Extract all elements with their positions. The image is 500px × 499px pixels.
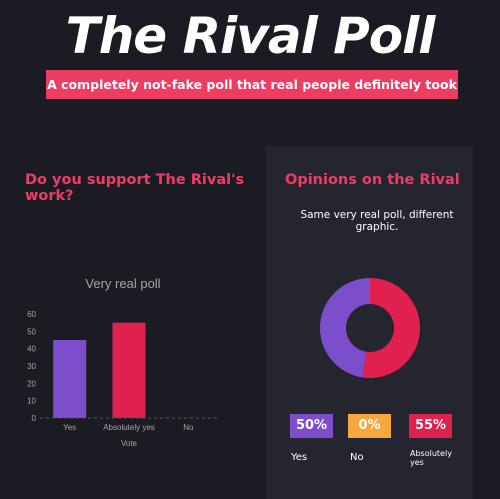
stat-no-box: 0% bbox=[348, 414, 391, 438]
right-heading: Opinions on the Rival bbox=[285, 172, 460, 188]
bar-chart-ytick: 20 bbox=[27, 379, 36, 388]
bar-chart-ytick: 30 bbox=[27, 362, 36, 371]
page-title: The Rival Poll bbox=[65, 7, 436, 65]
bar-chart-title: Very real poll bbox=[85, 276, 160, 291]
bar-chart-ytick: 50 bbox=[27, 327, 36, 336]
bar-chart-xtick: No bbox=[183, 423, 194, 432]
bar-chart: Very real poll 0 10 20 30 40 50 60 Yes Absolute… bbox=[27, 276, 218, 448]
bar-chart-ytick: 10 bbox=[27, 397, 36, 406]
page-subtitle: A completely not-fake poll that real peo… bbox=[46, 70, 458, 99]
bar-chart-ytick: 40 bbox=[27, 345, 36, 354]
stat-yes-box: 50% bbox=[290, 414, 333, 438]
left-heading: Do you support The Rival's work? bbox=[25, 172, 245, 204]
stat-absolutely-box: 55% bbox=[409, 414, 452, 438]
donut-hole bbox=[346, 304, 394, 352]
bar-chart-xtick: Yes bbox=[63, 423, 76, 432]
bar-chart-xlabel: Vote bbox=[121, 439, 138, 448]
donut-chart bbox=[320, 278, 420, 378]
stat-no-value: 0% bbox=[358, 418, 381, 433]
stat-absolutely-value: 55% bbox=[414, 418, 447, 433]
right-description: Same very real poll, different graphic. bbox=[300, 209, 454, 233]
bar-chart-ytick: 0 bbox=[32, 414, 37, 423]
stat-no-label: No bbox=[350, 452, 364, 463]
stat-yes-label: Yes bbox=[291, 452, 308, 463]
bar-chart-ytick: 60 bbox=[27, 310, 36, 319]
stat-yes-value: 50% bbox=[295, 418, 328, 433]
bar-yes bbox=[53, 340, 87, 418]
bar-chart-xtick: Absolutely yes bbox=[103, 423, 155, 432]
donut-slice-yes bbox=[320, 278, 370, 378]
stat-absolutely-label: Absolutely yes bbox=[410, 449, 452, 467]
bar-absolutely-yes bbox=[112, 322, 146, 418]
